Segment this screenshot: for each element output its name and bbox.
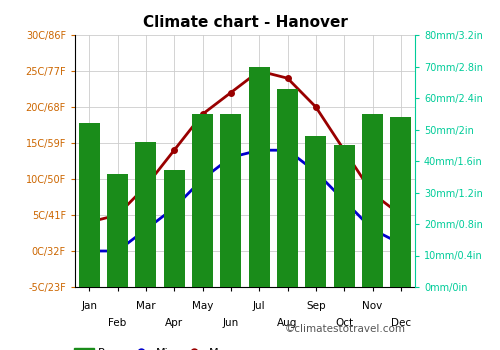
Text: Nov: Nov (362, 301, 382, 311)
Bar (277, 89, 298, 287)
Legend: Prec, Min, Max: Prec, Min, Max (74, 348, 232, 350)
Bar (334, 145, 355, 287)
Text: Mar: Mar (136, 301, 156, 311)
Text: Feb: Feb (108, 318, 126, 329)
Bar (362, 114, 383, 287)
Text: Jul: Jul (253, 301, 266, 311)
Bar (305, 136, 326, 287)
Text: Jan: Jan (81, 301, 97, 311)
Text: ©climatestotravel.com: ©climatestotravel.com (285, 324, 406, 334)
Text: Oct: Oct (335, 318, 353, 329)
Text: Dec: Dec (391, 318, 411, 329)
Text: Apr: Apr (165, 318, 183, 329)
Title: Climate chart - Hanover: Climate chart - Hanover (142, 15, 348, 30)
Text: May: May (192, 301, 213, 311)
Text: Sep: Sep (306, 301, 326, 311)
Bar (78, 123, 100, 287)
Text: Jun: Jun (222, 318, 239, 329)
Bar (390, 117, 411, 287)
Bar (220, 114, 242, 287)
Bar (107, 174, 128, 287)
Bar (135, 142, 156, 287)
Bar (164, 170, 185, 287)
Text: Aug: Aug (278, 318, 297, 329)
Bar (192, 114, 213, 287)
Bar (248, 66, 270, 287)
